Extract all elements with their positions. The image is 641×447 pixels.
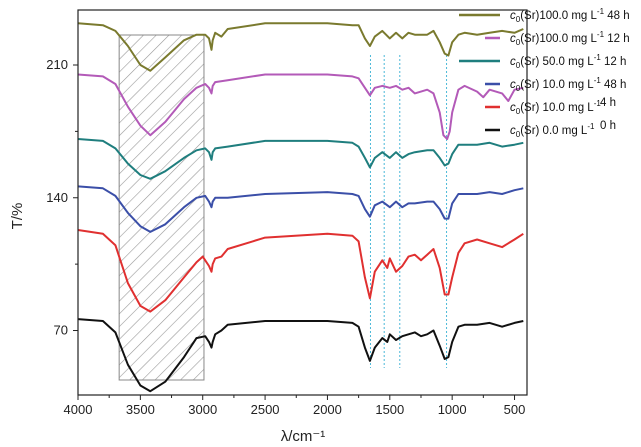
legend-entry: c0(Sr) 10.0 mg L-1 48 h bbox=[510, 76, 626, 93]
legend-entry: c0(Sr) 10.0 mg L-1 4 h bbox=[510, 97, 616, 116]
x-tick-label: 1500 bbox=[375, 402, 404, 417]
x-tick-label: 500 bbox=[504, 402, 526, 417]
series-line bbox=[77, 138, 524, 180]
legend-entry: c0(Sr) 0.0 mg L-1 0 h bbox=[510, 120, 616, 139]
x-tick-label: 2500 bbox=[251, 402, 280, 417]
series-line bbox=[77, 318, 524, 393]
series-line bbox=[77, 185, 524, 233]
hatched-region bbox=[118, 34, 205, 381]
x-axis-title: λ/cm⁻¹ bbox=[281, 428, 326, 445]
x-tick-label: 4000 bbox=[64, 402, 93, 417]
x-tick-label: 3500 bbox=[126, 402, 155, 417]
plot-area-frame bbox=[77, 9, 528, 396]
x-tick-label: 2000 bbox=[313, 402, 342, 417]
y-tick-label: 140 bbox=[46, 190, 68, 205]
legend-entry: c0(Sr)100.0 mg L-1 12 h bbox=[510, 30, 630, 47]
series-line bbox=[77, 22, 524, 72]
y-tick-label: 210 bbox=[46, 57, 68, 72]
legend-entry: c0(Sr)100.0 mg L-1 48 h bbox=[510, 7, 630, 24]
y-axis-title: T/% bbox=[9, 203, 26, 230]
y-tick-label: 70 bbox=[54, 323, 68, 338]
x-tick-label: 3000 bbox=[188, 402, 217, 417]
legend-entry: c0(Sr) 50.0 mg L-1 12 h bbox=[510, 53, 626, 70]
series-line bbox=[77, 229, 524, 313]
x-tick-label: 1000 bbox=[438, 402, 467, 417]
series-line bbox=[77, 73, 524, 140]
